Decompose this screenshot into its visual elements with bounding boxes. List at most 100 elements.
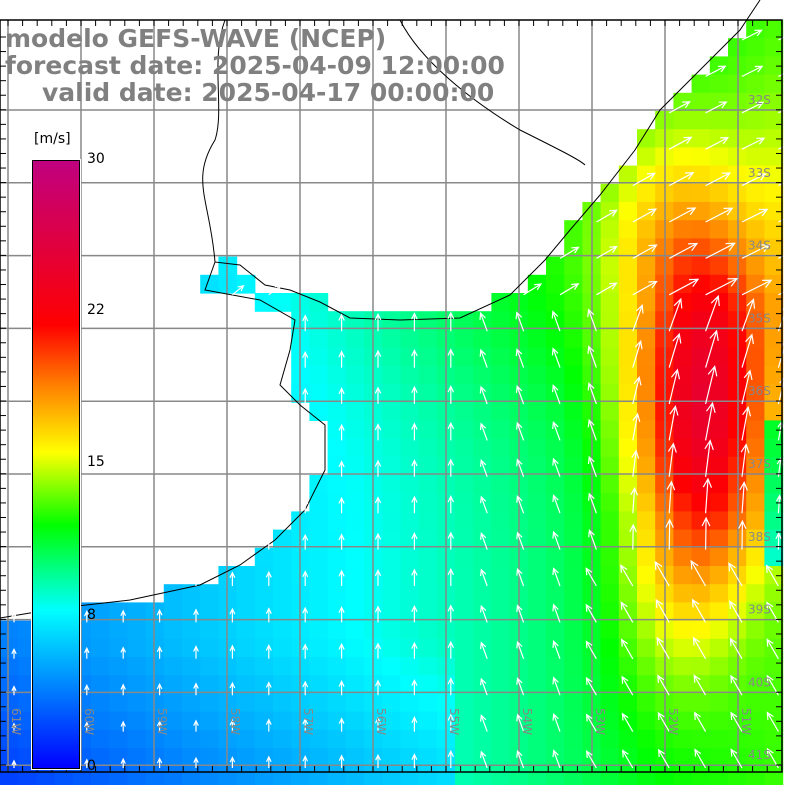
- speed-cell: [345, 420, 365, 440]
- wind-arrow: [338, 533, 345, 550]
- wind-arrow: [705, 65, 727, 77]
- speed-cell: [491, 384, 511, 403]
- speed-cell: [182, 711, 201, 731]
- speed-cell: [491, 638, 511, 658]
- wind-arrow: [156, 608, 163, 623]
- lon-label: 52W: [666, 708, 680, 735]
- speed-cell: [127, 766, 147, 785]
- speed-cell: [709, 675, 729, 694]
- speed-cell: [527, 748, 547, 767]
- speed-cell: [527, 766, 547, 785]
- wind-arrow: [338, 386, 345, 404]
- speed-cell: [273, 748, 292, 767]
- wind-arrow: [480, 714, 488, 732]
- speed-cell: [309, 566, 329, 585]
- lon-label: 53W: [593, 708, 607, 735]
- speed-cell: [382, 711, 401, 731]
- speed-cell: [618, 384, 638, 403]
- wind-arrow: [338, 350, 345, 368]
- wind-arrow: [374, 459, 382, 477]
- wind-arrow: [552, 712, 561, 732]
- wind-arrow: [265, 644, 272, 659]
- speed-cell: [746, 38, 765, 57]
- wind-arrow: [84, 758, 90, 768]
- speed-cell: [564, 547, 583, 567]
- wind-arrow: [741, 173, 767, 187]
- speed-cell: [746, 584, 765, 603]
- wind-arrow: [622, 749, 634, 769]
- speed-cell: [673, 456, 693, 476]
- speed-cell: [764, 111, 784, 130]
- speed-cell: [236, 766, 256, 785]
- speed-cell: [546, 547, 565, 567]
- speed-cell: [109, 602, 128, 622]
- wind-arrow: [479, 348, 488, 368]
- speed-cell: [309, 766, 329, 785]
- speed-cell: [600, 529, 620, 549]
- speed-cell: [400, 529, 420, 549]
- wind-arrow: [516, 495, 525, 514]
- speed-cell: [637, 456, 656, 476]
- speed-cell: [637, 384, 656, 403]
- speed-cell: [145, 748, 165, 767]
- speed-cell: [145, 602, 165, 622]
- speed-cell: [618, 711, 638, 731]
- wind-arrow: [656, 636, 670, 660]
- colorbar-tick-30: 30: [87, 151, 105, 167]
- speed-cell: [473, 547, 492, 567]
- speed-cell: [491, 438, 511, 458]
- speed-cell: [746, 20, 765, 39]
- speed-cell: [637, 183, 656, 203]
- speed-cell: [582, 766, 602, 785]
- speed-cell: [127, 729, 147, 749]
- speed-cell: [764, 183, 784, 203]
- speed-cell: [327, 329, 347, 349]
- speed-cell: [600, 384, 620, 403]
- speed-cell: [764, 74, 784, 94]
- speed-cell: [691, 438, 711, 458]
- speed-cell: [618, 311, 638, 330]
- speed-cell: [218, 638, 238, 658]
- wind-arrow: [552, 603, 561, 623]
- wind-arrow: [657, 674, 670, 696]
- speed-cell: [418, 748, 438, 767]
- speed-cell: [182, 584, 201, 603]
- speed-cell: [455, 511, 474, 531]
- speed-cell: [163, 729, 183, 749]
- speed-cell: [691, 202, 711, 221]
- speed-cell: [764, 475, 784, 494]
- wind-arrow: [705, 136, 730, 150]
- wind-arrow: [585, 640, 597, 660]
- speed-cell: [637, 657, 656, 676]
- speed-cell: [746, 729, 765, 749]
- speed-cell: [709, 256, 729, 276]
- speed-cell: [709, 620, 729, 640]
- lat-label: 32S: [748, 93, 771, 107]
- speed-cell: [400, 438, 420, 458]
- wind-arrow: [374, 679, 382, 696]
- speed-cell: [764, 92, 784, 112]
- speed-cell: [382, 729, 401, 749]
- speed-cell: [691, 456, 711, 476]
- speed-cell: [345, 365, 365, 385]
- speed-cell: [746, 365, 765, 385]
- speed-cell: [182, 620, 201, 640]
- speed-cell: [254, 766, 274, 785]
- wind-arrow: [480, 531, 488, 550]
- speed-cell: [618, 420, 638, 440]
- speed-cell: [600, 766, 620, 785]
- wind-arrow: [668, 368, 681, 405]
- speed-cell: [91, 602, 110, 622]
- speed-cell: [764, 547, 784, 567]
- wind-arrow: [302, 387, 309, 404]
- speed-cell: [637, 602, 656, 622]
- wind-arrow: [691, 598, 707, 623]
- speed-cell: [327, 748, 347, 767]
- speed-cell: [418, 475, 438, 494]
- lat-label: 36S: [748, 384, 771, 398]
- speed-cell: [345, 766, 365, 785]
- speed-cell: [673, 311, 693, 330]
- wind-arrow: [265, 534, 272, 550]
- speed-cell: [200, 729, 219, 749]
- wind-arrow: [729, 637, 743, 660]
